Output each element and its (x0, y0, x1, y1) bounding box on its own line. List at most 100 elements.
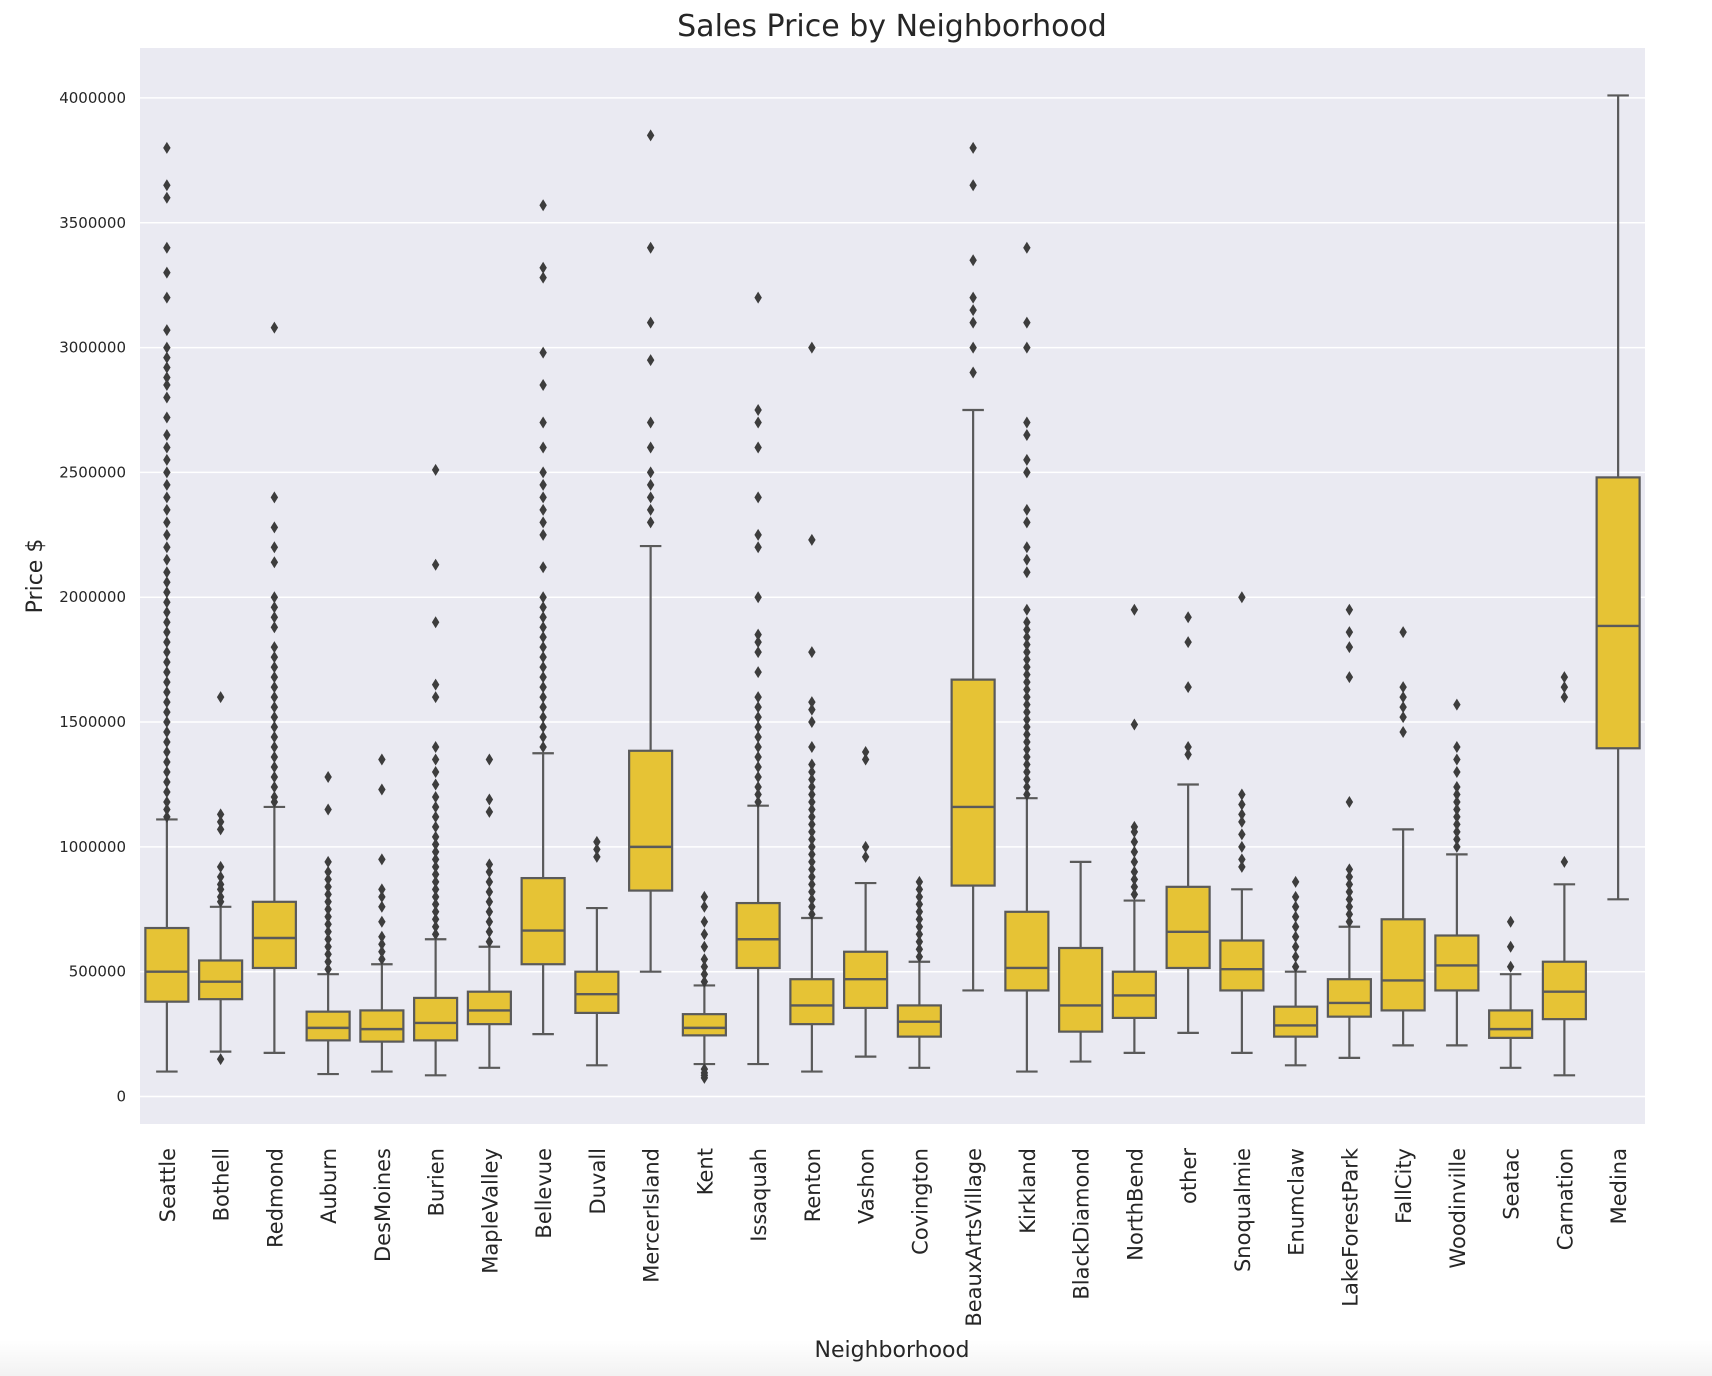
y-tick-label: 0 (116, 1088, 126, 1106)
outlier-point (1023, 788, 1031, 801)
outlier-point (431, 691, 440, 704)
outlier-point (163, 656, 171, 669)
outlier-point (378, 853, 386, 866)
outlier-point (754, 760, 762, 773)
outlier-point (808, 848, 816, 861)
outlier-point (700, 968, 709, 981)
outlier-point (969, 366, 977, 379)
outlier-point (1023, 668, 1031, 681)
outlier-point (969, 141, 977, 154)
outlier-point (1453, 825, 1461, 838)
outlier-point (324, 770, 332, 783)
outlier-point (1399, 626, 1407, 639)
outlier-point (163, 266, 171, 279)
x-tick-label: Bothell (210, 1148, 234, 1221)
outlier-point (646, 516, 655, 529)
outlier-point (378, 938, 386, 951)
outlier-point (324, 925, 332, 938)
outlier-point (163, 666, 171, 679)
iqr-box (574, 970, 620, 1015)
outlier-point (539, 701, 547, 714)
outlier-point (1238, 591, 1246, 604)
outlier-point (754, 701, 762, 714)
outlier-point (646, 241, 655, 254)
outlier-point (1453, 780, 1461, 793)
outlier-point (1023, 765, 1031, 778)
box-Medina (1595, 94, 1641, 901)
outlier-point (1130, 873, 1139, 886)
x-tick-label: Carnation (1553, 1148, 1577, 1250)
outlier-point (1023, 758, 1031, 771)
x-tick-label: Covington (908, 1148, 932, 1255)
outlier-point (163, 756, 171, 769)
outlier-point (593, 850, 601, 863)
outlier-point (754, 780, 762, 793)
outlier-point (1023, 631, 1031, 644)
outlier-point (754, 788, 762, 801)
box-Carnation (1541, 671, 1587, 1077)
outlier-point (1560, 691, 1569, 704)
outlier-point (378, 783, 386, 796)
box-Issaquah (735, 291, 781, 1066)
outlier-point (431, 558, 440, 571)
outlier-point (431, 765, 440, 778)
outlier-point (1345, 870, 1354, 883)
outlier-point (1345, 908, 1354, 921)
outlier-point (431, 463, 440, 476)
outlier-point (485, 793, 494, 806)
iqr-box (628, 749, 674, 892)
outlier-point (270, 641, 279, 654)
outlier-point (485, 895, 494, 908)
outlier-point (1399, 711, 1407, 724)
outlier-point (1238, 828, 1246, 841)
outlier-point (216, 890, 225, 903)
outlier-point (808, 788, 816, 801)
outlier-point (969, 291, 977, 304)
outlier-point (754, 528, 762, 541)
outlier-point (1345, 885, 1354, 898)
outlier-point (969, 341, 977, 354)
outlier-point (754, 795, 762, 808)
outlier-point (754, 416, 762, 429)
iqr-box (735, 901, 781, 970)
x-tick-label: BeauxArtsVillage (962, 1148, 986, 1327)
outlier-point (163, 291, 171, 304)
outlier-point (163, 541, 171, 554)
outlier-point (163, 141, 171, 154)
x-tick-label: Vashon (855, 1148, 879, 1224)
outlier-point (485, 935, 494, 948)
x-tick-labels: Seattle Bothell Redmond Auburn DesMoines Buri… (156, 1147, 1631, 1326)
outlier-point (539, 721, 547, 734)
outlier-point (1238, 798, 1246, 811)
outlier-point (163, 576, 171, 589)
outlier-point (808, 825, 816, 838)
outlier-point (808, 716, 816, 729)
outlier-point (1184, 636, 1192, 649)
outlier-point (1399, 726, 1407, 739)
outlier-point (270, 701, 279, 714)
outlier-point (163, 553, 171, 566)
iqr-box (251, 900, 297, 970)
outlier-point (378, 915, 386, 928)
outlier-point (1023, 676, 1031, 689)
box-Redmond (251, 321, 297, 1054)
outlier-point (163, 606, 171, 619)
outlier-point (808, 908, 816, 921)
outlier-point (163, 179, 171, 192)
outlier-point (431, 890, 440, 903)
outlier-point (539, 611, 547, 624)
outlier-point (1345, 795, 1354, 808)
outlier-point (324, 963, 332, 976)
outlier-point (1238, 815, 1246, 828)
outlier-point (700, 940, 709, 953)
outlier-point (1023, 691, 1031, 704)
outlier-point (163, 616, 171, 629)
box-Auburn (305, 770, 351, 1076)
outlier-point (593, 843, 601, 856)
outlier-point (1506, 915, 1515, 928)
box-Bothell (198, 691, 244, 1066)
outlier-point (1023, 780, 1031, 793)
outlier-point (270, 731, 279, 744)
outlier-point (163, 596, 171, 609)
box-MercerIsland (628, 129, 674, 973)
